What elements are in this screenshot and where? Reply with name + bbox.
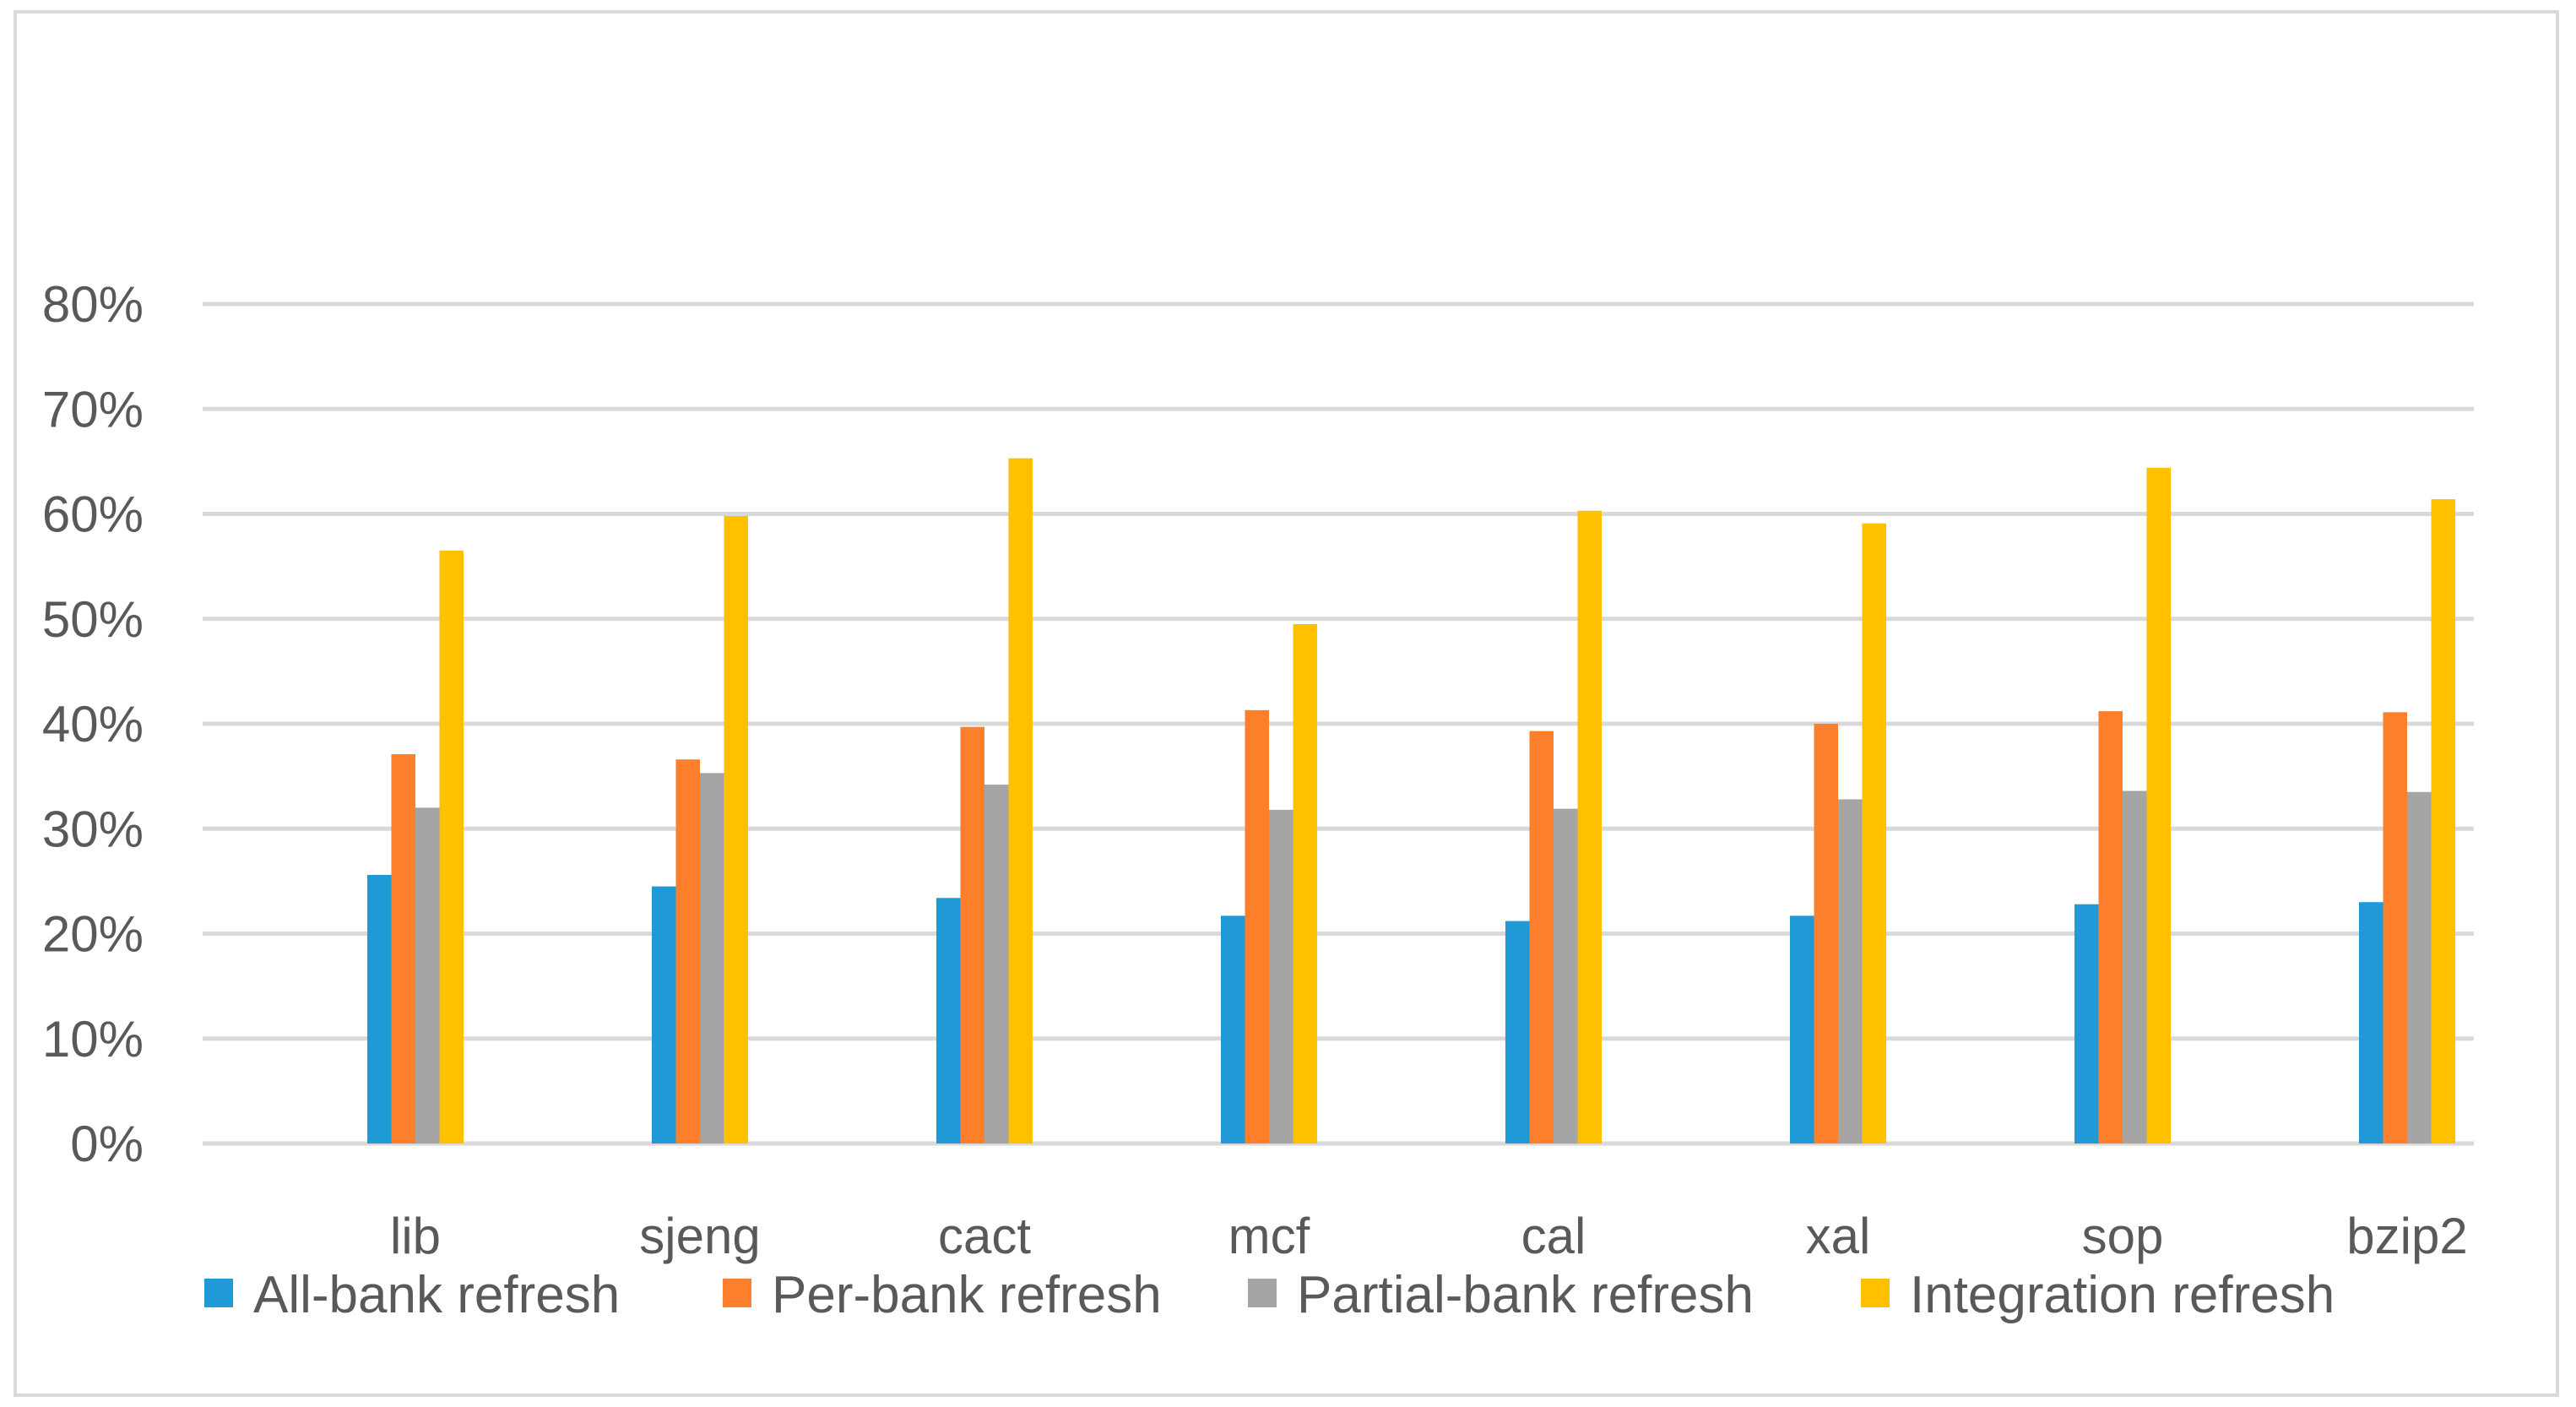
y-tick-label: 70% — [42, 381, 144, 437]
bar-per-bank-refresh-cal — [1529, 731, 1554, 1144]
y-tick-label: 20% — [42, 906, 144, 963]
bar-all-bank-refresh-lib — [367, 874, 392, 1144]
bar-integration-refresh-cact — [1008, 458, 1033, 1144]
y-tick-label: 0% — [70, 1116, 144, 1172]
bar-partial-bank-refresh-sjeng — [700, 773, 724, 1144]
bar-per-bank-refresh-xal — [1814, 724, 1838, 1144]
legend-label: Partial-bank refresh — [1297, 1266, 1754, 1324]
x-tick-label: bzip2 — [2346, 1208, 2467, 1264]
x-tick-label: sop — [2082, 1208, 2164, 1264]
bar-all-bank-refresh-cal — [1505, 921, 1530, 1144]
legend-label: Integration refresh — [1910, 1266, 2335, 1324]
bar-per-bank-refresh-cact — [960, 726, 984, 1144]
bar-integration-refresh-mcf — [1293, 623, 1317, 1144]
bar-all-bank-refresh-sop — [2074, 904, 2099, 1144]
bar-partial-bank-refresh-lib — [415, 807, 440, 1144]
y-tick-label: 10% — [42, 1011, 144, 1067]
legend-swatch — [723, 1279, 751, 1307]
x-axis-tick-labels: lib sjeng cact mcf cal xal sop bzip2 — [390, 1208, 2468, 1264]
legend: All-bank refresh Per-bank refresh Partial-… — [204, 1266, 2335, 1324]
legend-label: Per-bank refresh — [772, 1266, 1162, 1324]
legend-swatch — [204, 1279, 233, 1307]
x-tick-label: mcf — [1228, 1208, 1310, 1264]
bar-integration-refresh-lib — [439, 550, 464, 1144]
bar-partial-bank-refresh-cact — [984, 785, 1009, 1144]
bar-per-bank-refresh-lib — [391, 754, 415, 1144]
bar-all-bank-refresh-sjeng — [652, 886, 676, 1144]
y-tick-label: 60% — [42, 486, 144, 543]
bar-all-bank-refresh-cact — [936, 898, 961, 1144]
bar-partial-bank-refresh-mcf — [1269, 809, 1293, 1144]
bar-integration-refresh-xal — [1862, 523, 1886, 1144]
bar-per-bank-refresh-sjeng — [675, 759, 700, 1144]
gridlines — [203, 302, 2474, 1146]
y-tick-label: 30% — [42, 801, 144, 857]
x-tick-label: sjeng — [639, 1208, 760, 1264]
bar-partial-bank-refresh-xal — [1838, 799, 1863, 1144]
chart-frame: 0% 10% 20% 30% 40% 50% 60% 70% 80% lib sjeng cact m… — [14, 10, 2559, 1397]
bar-integration-refresh-cal — [1577, 510, 1602, 1144]
y-tick-label: 50% — [42, 591, 144, 648]
y-axis-tick-labels: 0% 10% 20% 30% 40% 50% 60% 70% 80% — [42, 276, 144, 1172]
legend-label: All-bank refresh — [253, 1266, 620, 1324]
bar-per-bank-refresh-mcf — [1245, 709, 1269, 1144]
bar-per-bank-refresh-sop — [2098, 711, 2123, 1144]
legend-swatch — [1248, 1279, 1277, 1307]
bar-partial-bank-refresh-bzip2 — [2407, 791, 2432, 1144]
x-tick-label: cact — [938, 1208, 1031, 1264]
bar-all-bank-refresh-xal — [1790, 915, 1814, 1144]
y-tick-label: 40% — [42, 696, 144, 752]
x-tick-label: lib — [390, 1208, 441, 1264]
bar-integration-refresh-sop — [2146, 467, 2171, 1144]
bar-integration-refresh-sjeng — [724, 515, 748, 1144]
y-tick-label: 80% — [42, 276, 144, 333]
bar-partial-bank-refresh-sop — [2123, 790, 2147, 1144]
x-tick-label: xal — [1806, 1208, 1871, 1264]
bar-partial-bank-refresh-cal — [1554, 808, 1578, 1144]
bars — [367, 458, 2455, 1144]
bar-all-bank-refresh-mcf — [1221, 915, 1245, 1144]
bar-per-bank-refresh-bzip2 — [2383, 712, 2407, 1144]
bar-integration-refresh-bzip2 — [2431, 499, 2455, 1144]
legend-swatch — [1861, 1279, 1890, 1307]
bar-chart: 0% 10% 20% 30% 40% 50% 60% 70% 80% lib sjeng cact m… — [42, 276, 2474, 1324]
bar-all-bank-refresh-bzip2 — [2359, 902, 2383, 1144]
x-tick-label: cal — [1521, 1208, 1586, 1264]
